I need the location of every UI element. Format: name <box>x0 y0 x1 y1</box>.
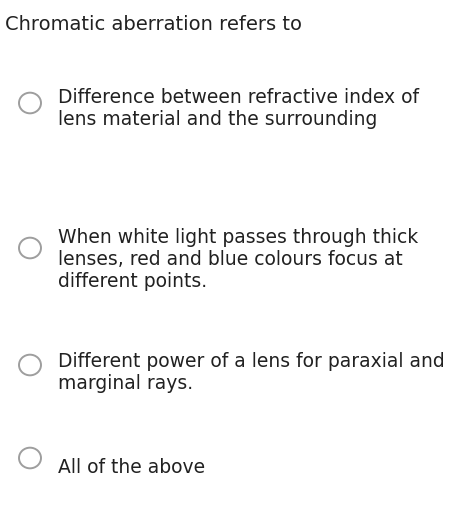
Text: different points.: different points. <box>58 272 207 291</box>
Text: When white light passes through thick: When white light passes through thick <box>58 228 418 247</box>
Text: Different power of a lens for paraxial and: Different power of a lens for paraxial a… <box>58 352 445 371</box>
Text: All of the above: All of the above <box>58 458 205 477</box>
Text: marginal rays.: marginal rays. <box>58 374 193 393</box>
Text: Difference between refractive index of: Difference between refractive index of <box>58 88 419 107</box>
Text: lens material and the surrounding: lens material and the surrounding <box>58 110 377 129</box>
Text: Chromatic aberration refers to: Chromatic aberration refers to <box>5 15 302 34</box>
Text: lenses, red and blue colours focus at: lenses, red and blue colours focus at <box>58 250 403 269</box>
